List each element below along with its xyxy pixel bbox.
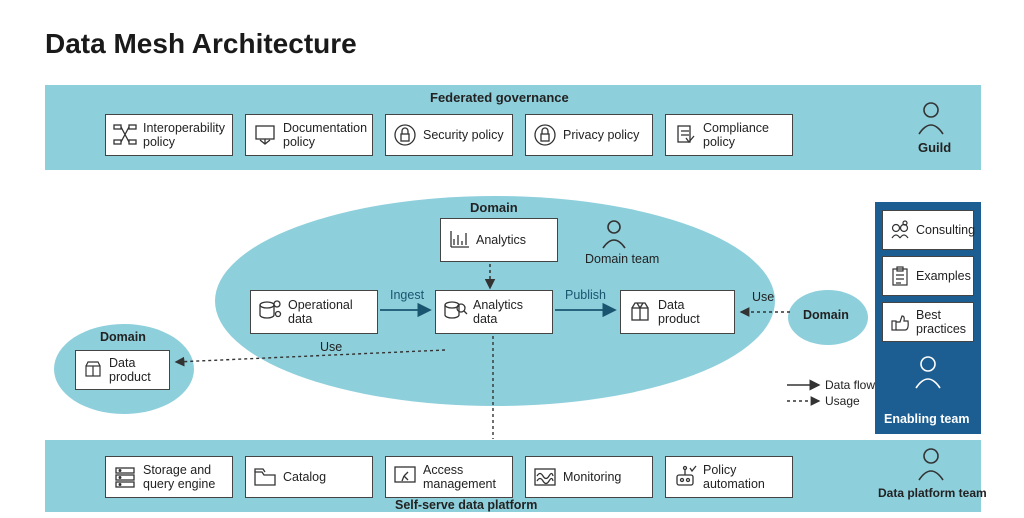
access-icon: [392, 464, 418, 490]
governance-title: Federated governance: [430, 90, 569, 105]
domain-team-label: Domain team: [585, 252, 659, 266]
compliance-icon: [672, 122, 698, 148]
enabling-best-practices: Best practices: [882, 302, 974, 342]
node-label: Analytics data: [473, 298, 546, 327]
chart-icon: [447, 227, 471, 254]
use-right-label: Use: [752, 290, 774, 304]
guild-label: Guild: [918, 140, 951, 155]
legend-usage: Usage: [825, 394, 860, 408]
platform-policy-automation: Policy automation: [665, 456, 793, 498]
policy-documentation: Documentation policy: [245, 114, 373, 156]
item-label: Examples: [916, 269, 971, 283]
search-db-icon: [442, 298, 468, 327]
legend-usage-arrow: [785, 394, 825, 408]
doc-icon: [252, 122, 278, 148]
person-icon: [912, 354, 944, 390]
policy-label: Compliance policy: [703, 121, 786, 150]
enabling-team-label: Enabling team: [884, 412, 969, 426]
service-label: Monitoring: [563, 470, 621, 484]
wave-icon: [532, 464, 558, 490]
ingest-label: Ingest: [390, 288, 424, 302]
page-title: Data Mesh Architecture: [45, 28, 357, 60]
box-icon: [82, 358, 104, 383]
item-label: Best practices: [916, 308, 967, 337]
box-icon: [627, 298, 653, 327]
platform-title: Self-serve data platform: [395, 498, 537, 512]
analytics-data-node: Analytics data: [435, 290, 553, 334]
service-label: Policy automation: [703, 463, 786, 492]
service-label: Catalog: [283, 470, 326, 484]
folder-icon: [252, 464, 278, 490]
policy-interoperability: Interoperability policy: [105, 114, 233, 156]
policy-label: Privacy policy: [563, 128, 639, 142]
interop-icon: [112, 122, 138, 148]
use-left-label: Use: [320, 340, 342, 354]
item-label: Consulting: [916, 223, 975, 237]
node-label: Operational data: [288, 298, 371, 327]
service-label: Storage and query engine: [143, 463, 226, 492]
node-label: Data product: [658, 298, 728, 327]
platform-catalog: Catalog: [245, 456, 373, 498]
person-icon: [915, 100, 947, 136]
analytics-node: Analytics: [440, 218, 558, 262]
policy-security: Security policy: [385, 114, 513, 156]
policy-label: Documentation policy: [283, 121, 367, 150]
platform-storage: Storage and query engine: [105, 456, 233, 498]
policy-privacy: Privacy policy: [525, 114, 653, 156]
domain-left-title: Domain: [100, 330, 146, 344]
thumbsup-icon: [889, 311, 911, 333]
data-product-node: Data product: [620, 290, 735, 334]
gears-db-icon: [257, 298, 283, 327]
platform-monitoring: Monitoring: [525, 456, 653, 498]
checklist-icon: [889, 265, 911, 287]
legend-dataflow: Data flow: [825, 378, 875, 392]
enabling-examples: Examples: [882, 256, 974, 296]
lock-icon: [532, 122, 558, 148]
lock-icon: [392, 122, 418, 148]
policy-compliance: Compliance policy: [665, 114, 793, 156]
legend-dataflow-arrow: [785, 378, 825, 392]
server-icon: [112, 464, 138, 490]
person-icon: [600, 218, 628, 250]
enabling-consulting: Consulting: [882, 210, 974, 250]
data-platform-team-label: Data platform team: [878, 486, 987, 500]
domain-main-title: Domain: [470, 200, 518, 215]
node-label: Analytics: [476, 233, 526, 247]
platform-access: Access management: [385, 456, 513, 498]
policy-label: Interoperability policy: [143, 121, 226, 150]
domain-right-title: Domain: [803, 308, 849, 322]
robot-icon: [672, 464, 698, 490]
policy-label: Security policy: [423, 128, 504, 142]
service-label: Access management: [423, 463, 506, 492]
node-label: Data product: [109, 356, 163, 385]
person-icon: [915, 446, 947, 482]
people-icon: [889, 219, 911, 241]
publish-label: Publish: [565, 288, 606, 302]
left-data-product: Data product: [75, 350, 170, 390]
operational-data-node: Operational data: [250, 290, 378, 334]
